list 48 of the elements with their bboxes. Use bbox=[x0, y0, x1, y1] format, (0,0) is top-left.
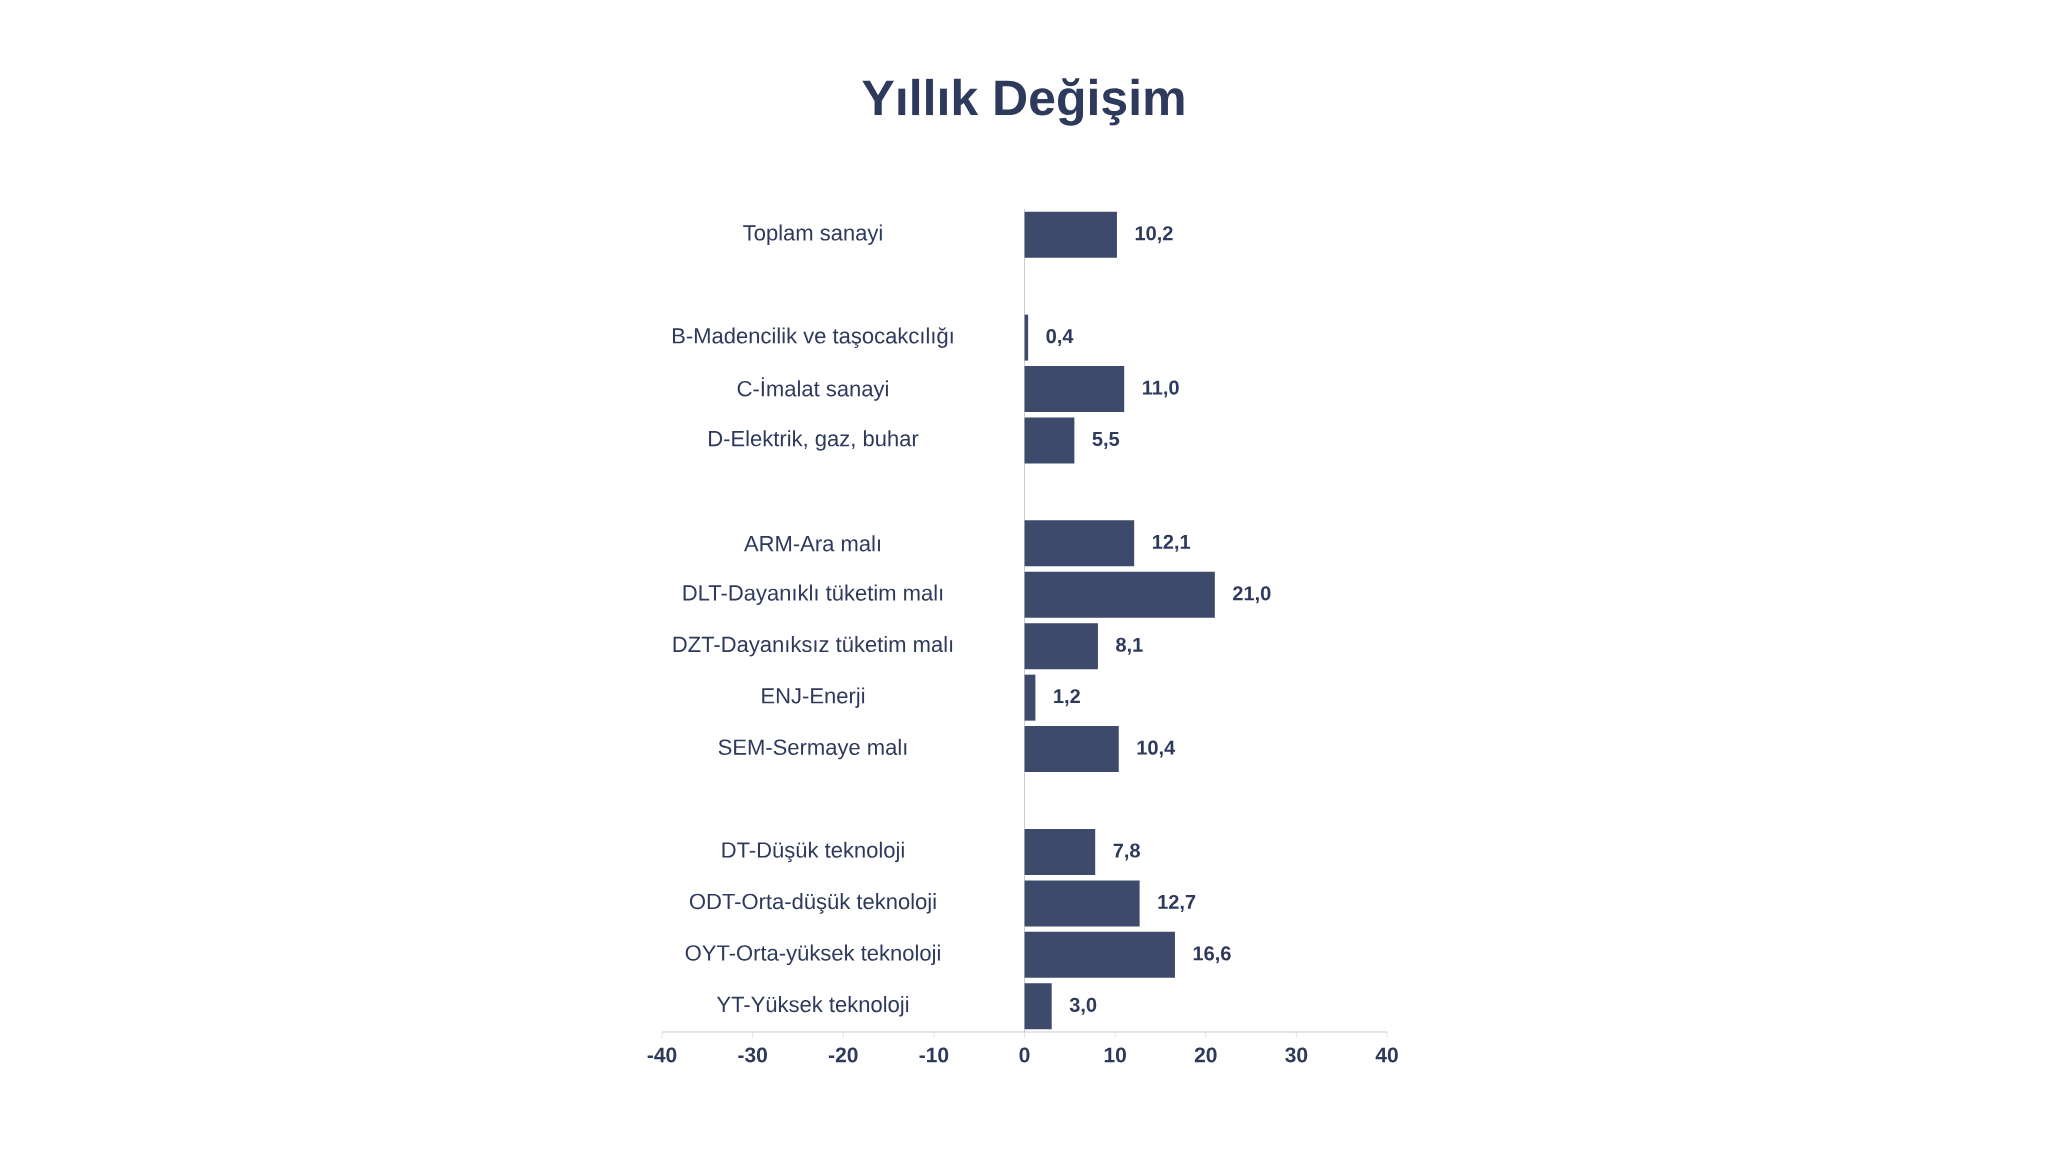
data-label: 12,7 bbox=[1158, 894, 1196, 912]
bar bbox=[1024, 211, 1117, 258]
x-tick-label: 30 bbox=[1285, 1047, 1308, 1063]
y-tick-label: C-İmalat sanayi bbox=[737, 377, 888, 401]
y-tick-label: SEM-Sermaye malı bbox=[718, 738, 907, 760]
data-label: 11,0 bbox=[1142, 380, 1179, 398]
bar bbox=[1024, 366, 1125, 413]
data-label: 8,1 bbox=[1116, 637, 1143, 655]
y-tick-label: ARM-Ara malı bbox=[744, 535, 880, 552]
bar bbox=[1024, 520, 1135, 567]
data-label: 3,0 bbox=[1069, 997, 1097, 1015]
chart-title: Yıllık Değişim bbox=[862, 78, 1184, 126]
data-label: 0,4 bbox=[1046, 329, 1074, 347]
bar bbox=[1024, 880, 1140, 927]
bar bbox=[1024, 983, 1052, 1030]
y-tick-label: Toplam sanayi bbox=[743, 224, 882, 245]
x-tick-label: 10 bbox=[1104, 1047, 1126, 1063]
x-tick-label: -40 bbox=[647, 1047, 677, 1063]
data-label: 10,4 bbox=[1137, 740, 1176, 758]
data-label: 12,1 bbox=[1152, 534, 1191, 552]
bar bbox=[1024, 726, 1119, 773]
y-tick-label: YT-Yüksek teknoloji bbox=[716, 996, 909, 1017]
x-tick-label: 40 bbox=[1375, 1047, 1398, 1063]
y-tick-label: OYT-Orta-yüksek teknoloji bbox=[685, 944, 940, 966]
x-tick-label: 0 bbox=[1019, 1047, 1030, 1063]
x-tick-label: -10 bbox=[919, 1047, 949, 1063]
data-label: 7,8 bbox=[1113, 843, 1140, 861]
y-tick-label: DT-Düşük teknoloji bbox=[722, 841, 904, 863]
bar bbox=[1024, 931, 1175, 978]
y-tick-label: DZT-Dayanıksız tüketim malı bbox=[673, 635, 953, 657]
y-tick-label: DLT-Dayanıklı tüketim malı bbox=[683, 584, 943, 606]
data-label: 16,6 bbox=[1193, 946, 1231, 964]
bar bbox=[1024, 828, 1096, 875]
y-tick-label: ODT-Orta-düşük teknoloji bbox=[689, 893, 936, 914]
data-label: 1,2 bbox=[1054, 689, 1080, 707]
y-tick-label: D-Elektrik, gaz, buhar bbox=[709, 430, 919, 451]
y-tick-label: ENJ-Enerji bbox=[762, 687, 865, 708]
bar bbox=[1024, 623, 1098, 670]
data-label: 21,0 bbox=[1233, 586, 1271, 604]
bar bbox=[1024, 674, 1036, 721]
x-tick-label: 20 bbox=[1194, 1047, 1217, 1063]
data-label: 5,5 bbox=[1092, 432, 1120, 449]
y-tick-label: B-Madencilik ve taşocakcılığı bbox=[672, 327, 953, 349]
bar bbox=[1024, 417, 1075, 464]
bar bbox=[1024, 571, 1215, 618]
x-tick-label: -20 bbox=[828, 1047, 858, 1063]
data-label: 10,2 bbox=[1135, 226, 1173, 244]
x-tick-label: -30 bbox=[738, 1047, 767, 1063]
